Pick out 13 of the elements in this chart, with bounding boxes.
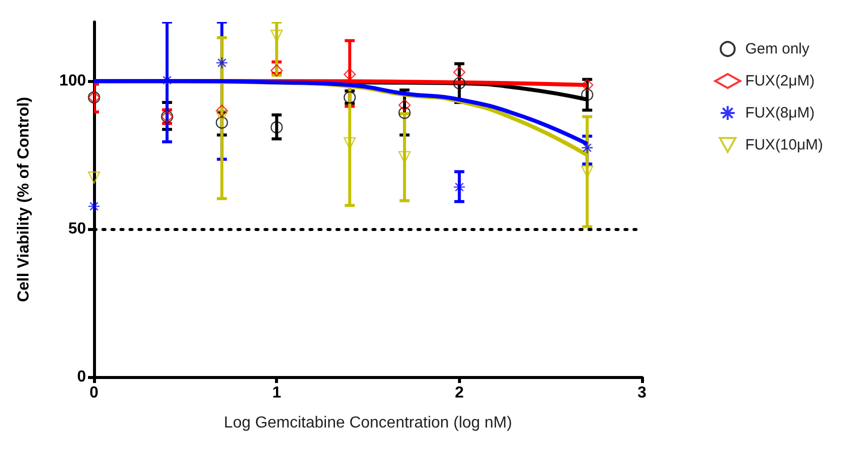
x-tick-label: 1 — [272, 384, 282, 402]
legend-label: FUX(2μM) — [745, 72, 815, 90]
x-tick-label: 3 — [638, 384, 647, 402]
y-tick-label: 50 — [68, 220, 86, 238]
x-axis-title: Log Gemcitabine Concentration (log nM) — [224, 414, 512, 432]
legend-label: FUX(8μM) — [745, 104, 815, 122]
legend-label: Gem only — [745, 40, 810, 58]
x-tick-label: 2 — [454, 384, 464, 402]
x-tick-label: 0 — [90, 384, 99, 402]
y-axis-title: Cell Viability (% of Control) — [16, 96, 32, 302]
legend-label: FUX(10μM) — [745, 136, 824, 154]
y-tick-label: 0 — [77, 368, 86, 386]
y-tick-label: 100 — [59, 72, 86, 90]
